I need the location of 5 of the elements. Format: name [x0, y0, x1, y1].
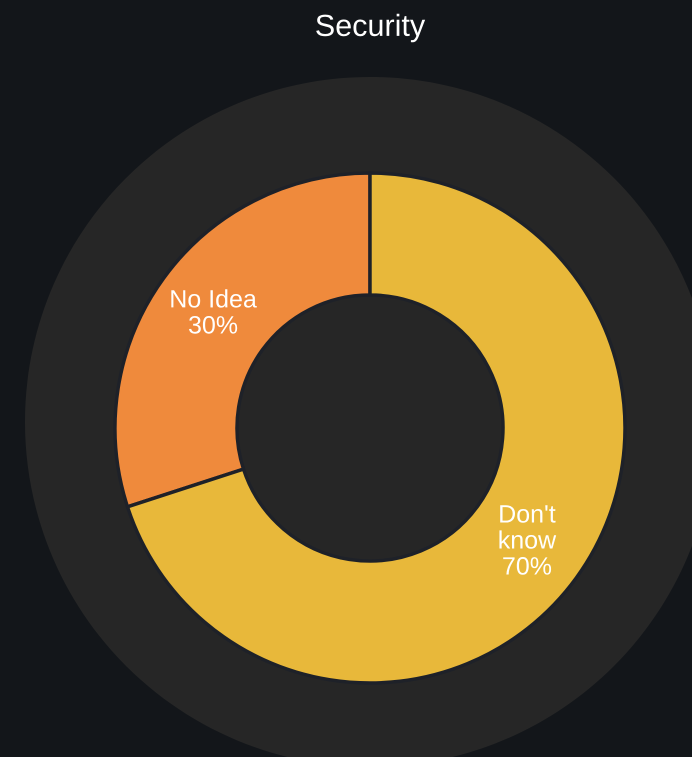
chart-title: Security: [316, 14, 426, 42]
data-label: 30%: [188, 316, 238, 334]
data-label: 70%: [503, 557, 552, 575]
slice-label: No Idea: [171, 289, 257, 308]
slice-label: Don't know: [499, 505, 556, 549]
